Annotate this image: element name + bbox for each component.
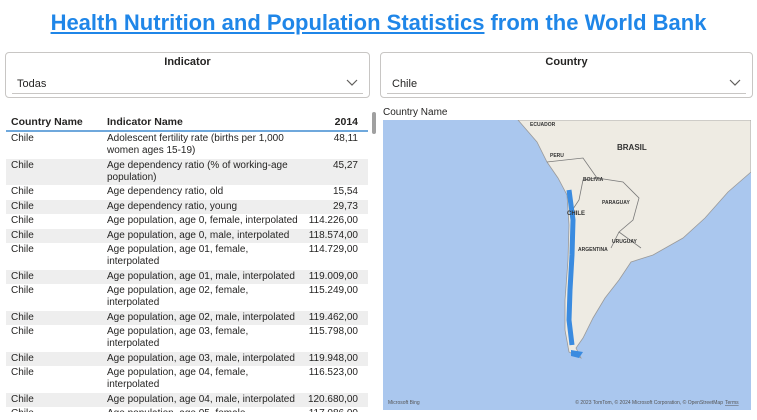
table-cell: Age dependency ratio (% of working-age p… <box>107 159 288 183</box>
table-cell: 45,27 <box>332 159 358 171</box>
table-cell: Age population, age 03, male, interpolat… <box>107 352 295 364</box>
table-cell: Age population, age 0, female, interpola… <box>107 215 298 226</box>
borders <box>546 157 642 249</box>
table-cell: Chile <box>6 408 107 412</box>
table-cell: Age population, age 04, female, interpol… <box>107 367 249 390</box>
table-cell: Chile <box>11 229 34 241</box>
table-cell: Age dependency ratio, young <box>107 200 238 212</box>
table-cell: Chile <box>11 133 34 144</box>
map-label: URUGUAY <box>612 239 637 245</box>
slicer-value: Todas <box>17 78 47 90</box>
chile-highlight <box>571 350 583 358</box>
table-cell: Chile <box>11 352 34 364</box>
table-cell: 119.009,00 <box>308 270 358 282</box>
map-attribution: © 2023 TomTom, © 2024 Microsoft Corporat… <box>575 399 723 406</box>
table-row: Chile Age population, age 04, female, int… <box>6 366 368 393</box>
chevron <box>729 79 741 86</box>
map-label: PARAGUAY <box>602 200 630 206</box>
indicator-slicer: Indicator Todas <box>5 52 370 98</box>
table-cell: 119.462,00 <box>308 311 358 323</box>
title: Health Nutrition and Population Statisti… <box>0 10 757 36</box>
table-cell: 114.729,00 <box>308 244 358 255</box>
map-title: Country Name <box>383 107 448 118</box>
column-header[interactable]: 2014 <box>334 116 358 128</box>
table-row: Chile Age dependency ratio (% of working-… <box>6 158 368 185</box>
title-rest: from the World Bank <box>490 10 707 35</box>
map-label: ECUADOR <box>530 122 556 128</box>
table-cell: Chile <box>11 186 34 197</box>
map-label: CHILE <box>567 211 585 217</box>
table-cell: Adolescent fertility rate (births per 1,… <box>107 133 284 156</box>
table-row: Chile Age population, age 02, male, inter… <box>6 310 368 325</box>
table-row: Chile Age population, age 03, female, int… <box>6 325 368 352</box>
table-cell: Chile <box>11 159 34 171</box>
table-cell: 120.680,00 <box>307 393 358 405</box>
table-cell: Chile <box>11 200 34 212</box>
table-row: Chile Age population, age 0, female, inte… <box>6 214 368 229</box>
table-cell: 117.086,00 <box>303 408 358 412</box>
table-cell: Age population, age 01, male, interpolat… <box>107 270 295 282</box>
slicer-title: Indicator <box>164 56 211 68</box>
map[interactable]: ECUADOR PERU BRASIL BOLIVIA PARAGUAY CHILE ARG… <box>383 120 751 410</box>
table-cell: 119.948,00 <box>308 352 358 364</box>
map-terms[interactable]: Terms <box>725 400 739 406</box>
table-cell: 118.574,00 <box>308 229 358 241</box>
table-cell: Age population, age 05, female, interpol… <box>107 408 303 412</box>
table-cell: Age population, age 02, female, interpol… <box>107 285 249 308</box>
table-row: Chile Age population, age 0, male, interp… <box>6 228 368 243</box>
table-cell: Chile <box>11 244 34 255</box>
country-slicer: Country Chile <box>380 52 753 98</box>
scrollbar[interactable] <box>372 112 376 134</box>
table-cell: Chile <box>11 393 34 405</box>
slicer-dropdown[interactable]: Chile <box>387 73 746 94</box>
table-cell: 29,73 <box>332 200 358 212</box>
table-cell: Age population, age 02, male, interpolat… <box>107 311 295 323</box>
table-cell: 48,11 <box>333 133 358 144</box>
slicer-value: Chile <box>392 78 418 90</box>
table-row: Chile Age population, age 03, male, inter… <box>6 351 368 366</box>
map-label: ARGENTINA <box>578 247 608 253</box>
table-row: Chile Age population, age 04, male, inter… <box>6 392 368 407</box>
table-cell: Age population, age 01, female, interpol… <box>107 244 249 267</box>
table-cell: 115.798,00 <box>308 326 358 337</box>
table-row: Chile Age population, age 01, female, int… <box>6 243 368 270</box>
data-table: Country Name Indicator Name 2014 Chile Ad… <box>6 108 368 412</box>
table-cell: Age population, age 03, female, interpol… <box>107 326 249 349</box>
table-cell: Chile <box>11 367 34 378</box>
title-link[interactable]: Health Nutrition and Population Statisti… <box>50 10 485 35</box>
table-cell: Age population, age 04, male, interpolat… <box>107 393 295 405</box>
table-cell: 114.226,00 <box>308 215 358 226</box>
map-label: PERU <box>550 153 564 159</box>
map-logo: Microsoft Bing <box>388 400 420 406</box>
table-body: Chile Adolescent fertility rate (births p… <box>6 132 368 412</box>
map-label: BOLIVIA <box>583 177 604 183</box>
table-cell: 15,54 <box>332 186 358 197</box>
table-cell: 116.523,00 <box>308 367 358 378</box>
table-row: Chile Age population, age 01, male, inter… <box>6 269 368 284</box>
chevron <box>346 79 358 86</box>
column-header[interactable]: Indicator Name <box>107 116 183 128</box>
table-cell: Chile <box>11 285 34 296</box>
table-row: Chile Adolescent fertility rate (births p… <box>6 132 368 159</box>
land <box>517 120 751 359</box>
table-cell: Age dependency ratio, old <box>107 186 224 197</box>
chile-highlight[interactable] <box>566 189 576 346</box>
slicer-dropdown[interactable]: Todas <box>12 73 363 94</box>
table-cell: Chile <box>11 311 34 323</box>
column-header[interactable]: Country Name <box>11 116 83 128</box>
map-labels: ECUADOR PERU BRASIL BOLIVIA PARAGUAY CHILE ARG… <box>530 122 647 253</box>
table-row: Chile Age population, age 02, female, int… <box>6 284 368 311</box>
table-row: Chile Age dependency ratio, young 29,73 <box>6 199 368 214</box>
slicer-title: Country <box>545 56 588 68</box>
table-cell: Chile <box>11 270 34 282</box>
table-cell: Chile <box>11 326 34 337</box>
table-cell: Chile <box>11 215 34 226</box>
table-header: Country Name Indicator Name 2014 <box>6 108 368 132</box>
table-cell: 115.249,00 <box>308 285 358 296</box>
map-label: BRASIL <box>617 143 647 152</box>
table-row: Chile Age dependency ratio, old 15,54 <box>6 185 368 200</box>
table-cell: Age population, age 0, male, interpolate… <box>107 229 290 241</box>
